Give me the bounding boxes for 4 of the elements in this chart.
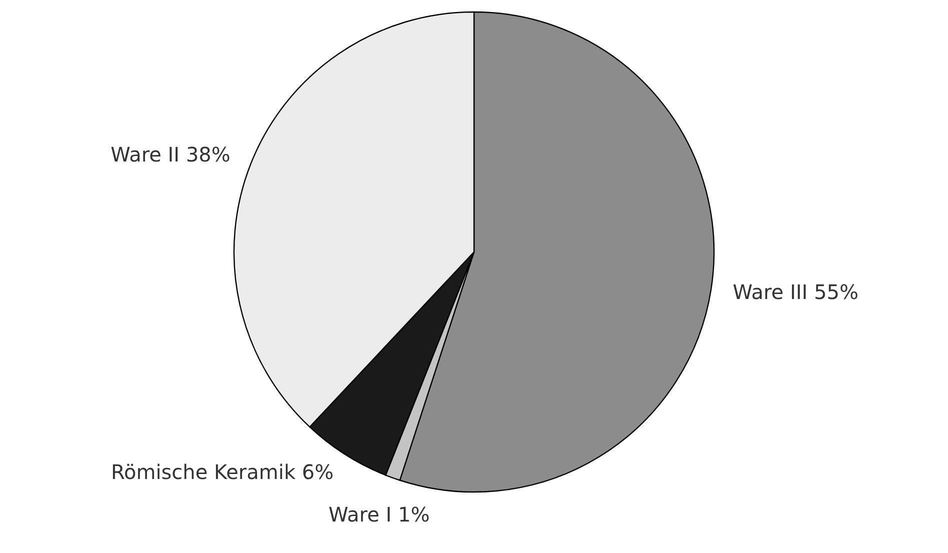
- slice-label: Römische Keramik 6%: [110, 460, 334, 484]
- slice-label: Ware II 38%: [110, 142, 230, 167]
- slice-label: Ware III 55%: [732, 280, 858, 304]
- slice-label: Ware I 1%: [328, 502, 430, 526]
